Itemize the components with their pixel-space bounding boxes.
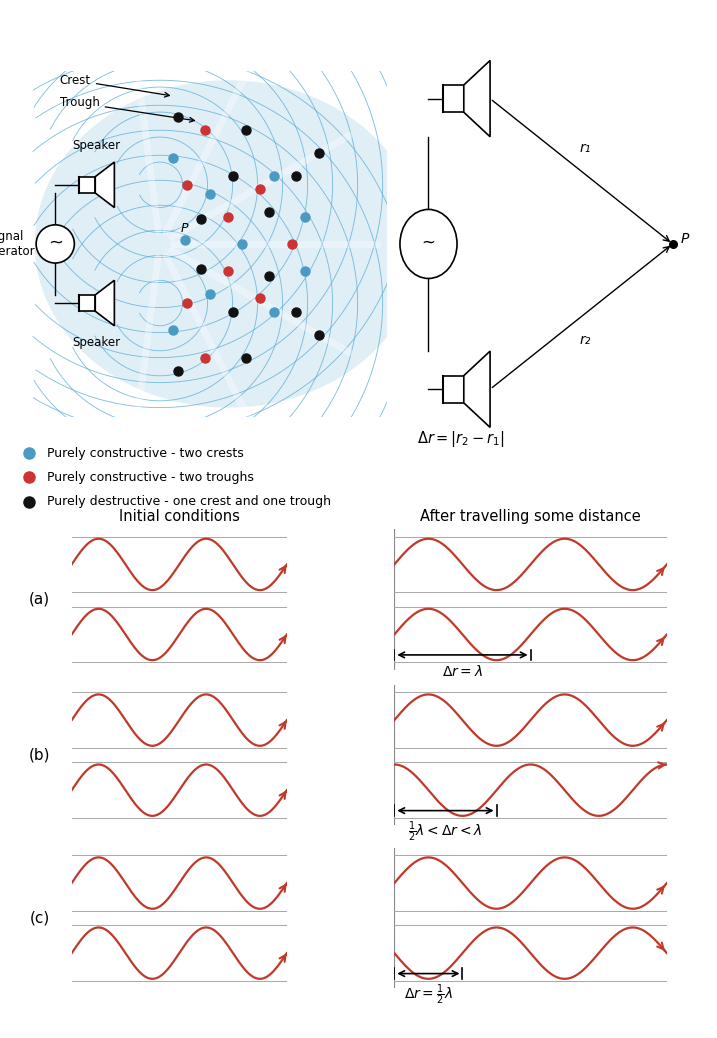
Polygon shape <box>464 60 490 137</box>
Text: Purely constructive - two troughs: Purely constructive - two troughs <box>47 471 254 484</box>
Polygon shape <box>95 280 115 326</box>
Text: Initial conditions: Initial conditions <box>119 510 239 524</box>
Polygon shape <box>464 351 490 428</box>
Text: (c): (c) <box>29 910 49 926</box>
Text: $\Delta r = \lambda$: $\Delta r = \lambda$ <box>442 664 483 679</box>
Polygon shape <box>95 162 115 208</box>
Text: $\Delta r = |r_2 - r_1|$: $\Delta r = |r_2 - r_1|$ <box>417 429 505 449</box>
Text: After travelling some distance: After travelling some distance <box>420 510 641 524</box>
Text: Speaker: Speaker <box>72 139 120 153</box>
Text: $\Delta r = \frac{1}{2}\lambda$: $\Delta r = \frac{1}{2}\lambda$ <box>404 983 453 1007</box>
Bar <box>443 376 464 403</box>
Text: Crest: Crest <box>60 74 169 98</box>
Bar <box>443 85 464 112</box>
Text: r₁: r₁ <box>579 141 591 155</box>
Text: ~: ~ <box>48 234 63 251</box>
Text: Speaker: Speaker <box>72 335 120 349</box>
Text: P: P <box>680 233 688 246</box>
Text: $\frac{1}{2}\lambda < \Delta r < \lambda$: $\frac{1}{2}\lambda < \Delta r < \lambda… <box>409 820 483 844</box>
Bar <box>80 176 95 193</box>
Text: P: P <box>181 221 189 235</box>
Bar <box>80 295 95 311</box>
Text: r₂: r₂ <box>579 333 591 347</box>
Text: (b): (b) <box>29 747 50 763</box>
Text: ~: ~ <box>422 234 435 251</box>
Ellipse shape <box>35 80 422 408</box>
Text: Signal
generator: Signal generator <box>0 230 34 257</box>
Text: Trough: Trough <box>60 97 194 122</box>
Text: (a): (a) <box>29 592 50 607</box>
Text: Purely constructive - two crests: Purely constructive - two crests <box>47 446 243 460</box>
Circle shape <box>400 210 457 278</box>
Circle shape <box>36 225 75 263</box>
Text: Purely destructive - one crest and one trough: Purely destructive - one crest and one t… <box>47 495 331 509</box>
